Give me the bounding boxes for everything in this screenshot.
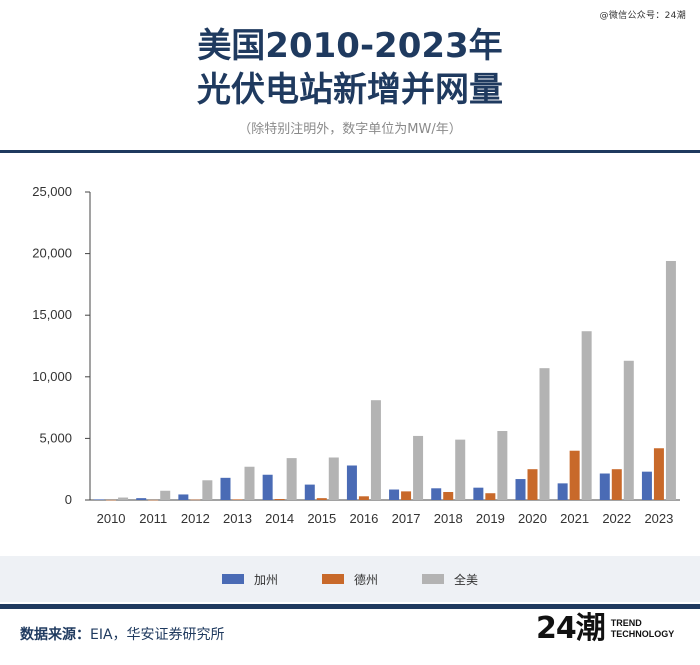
- bar-texas-2023: [653, 448, 664, 500]
- y-tick-label: 10,000: [32, 369, 72, 384]
- bar-texas-2018: [443, 491, 454, 500]
- bar-texas-2017: [401, 491, 412, 500]
- bar-us-total-2010: [118, 497, 129, 500]
- bar-texas-2010: [106, 499, 117, 501]
- bar-california-2012: [178, 494, 189, 500]
- y-tick-label: 25,000: [32, 184, 72, 199]
- y-tick-label: 0: [65, 492, 72, 507]
- x-tick-label: 2015: [307, 511, 336, 526]
- legend-label: 全美: [454, 572, 479, 587]
- bar-california-2019: [473, 487, 484, 500]
- legend-item-us-total: 全美: [422, 571, 478, 588]
- legend-item-california: 加州: [221, 571, 278, 588]
- legend-swatch: [221, 574, 244, 584]
- x-tick-label: 2019: [476, 511, 505, 526]
- x-tick-label: 2018: [434, 511, 463, 526]
- bar-us-total-2022: [623, 360, 634, 500]
- bar-texas-2021: [569, 450, 580, 500]
- bar-us-total-2021: [581, 331, 592, 500]
- bar-us-total-2017: [413, 435, 424, 500]
- bar-us-total-2023: [665, 260, 676, 500]
- logo-text: TREND TECHNOLOGY: [611, 618, 675, 640]
- chart-subtitle: （除特别注明外，数字单位为MW/年）: [238, 122, 462, 137]
- x-tick-label: 2022: [602, 511, 631, 526]
- legend-label: 加州: [253, 572, 278, 587]
- legend-band: 加州 德州 全美: [0, 556, 700, 602]
- watermark-text: @微信公众号：24潮: [599, 11, 686, 21]
- bar-group: [94, 260, 676, 501]
- x-tick-label: 2011: [139, 511, 167, 526]
- logo-line1: TREND: [610, 618, 642, 628]
- x-tick-label: 2013: [223, 511, 252, 526]
- y-axis: 0 5,000 10,000 15,000 20,000 25,000: [32, 184, 91, 507]
- source-note: 数据来源：EIA，华安证券研究所: [20, 624, 225, 644]
- bar-texas-2013: [232, 499, 243, 500]
- bar-texas-2019: [485, 493, 496, 500]
- bar-texas-2022: [611, 469, 622, 500]
- chart-title-line1: 美国2010-2023年: [197, 26, 503, 66]
- x-tick-label: 2017: [392, 511, 421, 526]
- brand-logo: 24潮 TREND TECHNOLOGY: [536, 612, 674, 646]
- bar-california-2010: [94, 499, 105, 500]
- bar-california-2021: [557, 483, 568, 500]
- bar-california-2011: [136, 498, 147, 500]
- bar-california-2020: [515, 479, 526, 500]
- bar-california-2017: [389, 489, 400, 500]
- x-tick-label: 2023: [644, 511, 673, 526]
- bottom-rule: [0, 604, 700, 609]
- bar-us-total-2015: [328, 457, 339, 500]
- bar-california-2023: [641, 471, 652, 500]
- legend-item-texas: 德州: [321, 571, 378, 588]
- bar-texas-2015: [316, 498, 327, 500]
- x-tick-label: 2012: [181, 511, 210, 526]
- legend-label: 德州: [353, 572, 378, 587]
- bar-us-total-2013: [244, 466, 255, 500]
- bar-california-2013: [220, 477, 231, 500]
- x-tick-label: 2014: [265, 511, 294, 526]
- bar-texas-2014: [274, 499, 285, 500]
- logo-line2: TECHNOLOGY: [610, 629, 675, 639]
- bar-california-2022: [599, 473, 610, 500]
- logo-mark: 24潮: [536, 611, 606, 646]
- bar-california-2018: [431, 488, 442, 500]
- y-tick-label: 15,000: [32, 307, 72, 322]
- legend: 加州 德州 全美: [0, 556, 700, 602]
- bar-us-total-2019: [497, 431, 508, 500]
- legend-swatch: [321, 574, 344, 584]
- y-tick-label: 5,000: [39, 430, 72, 445]
- bar-us-total-2018: [455, 439, 466, 500]
- bar-us-total-2016: [370, 400, 381, 500]
- bar-us-total-2014: [286, 458, 297, 500]
- bar-texas-2012: [190, 499, 201, 501]
- x-tick-label: 2021: [560, 511, 589, 526]
- bar-california-2016: [346, 465, 357, 500]
- top-rule: [0, 150, 700, 153]
- x-axis: 2010 2011 2012 2013 2014 2015 2016 2017 2018 2019…: [90, 499, 680, 526]
- x-tick-label: 2010: [97, 511, 126, 526]
- bar-california-2015: [304, 484, 315, 500]
- x-tick-label: 2020: [518, 511, 547, 526]
- legend-swatch: [422, 574, 444, 584]
- bar-us-total-2012: [202, 480, 213, 500]
- chart-title-line2: 光伏电站新增并网量: [197, 70, 503, 110]
- bar-us-total-2020: [539, 368, 550, 500]
- bar-texas-2011: [148, 499, 159, 501]
- source-label: 数据来源：: [20, 627, 90, 643]
- source-text: EIA，华安证券研究所: [90, 627, 225, 643]
- y-tick-label: 20,000: [32, 246, 72, 261]
- bar-california-2014: [262, 474, 273, 500]
- x-tick-label: 2016: [349, 511, 378, 526]
- bar-texas-2016: [358, 496, 369, 500]
- bar-us-total-2011: [160, 490, 171, 500]
- bar-texas-2020: [527, 469, 538, 500]
